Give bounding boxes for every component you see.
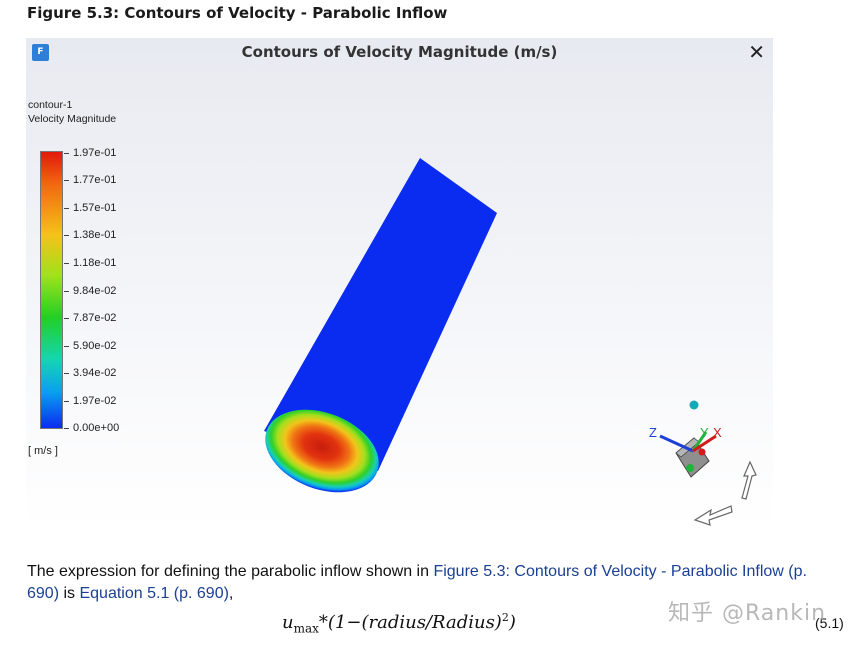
rotate-arrows-icon[interactable] [693, 460, 757, 526]
legend-tick-label: 1.18e-01 [73, 257, 117, 269]
triad-z-axis [659, 434, 694, 453]
triad-red-sphere-icon [698, 448, 706, 456]
colormap-bar [40, 151, 63, 429]
legend-tick-label: 7.87e-02 [73, 312, 117, 324]
eq-close: ) [508, 612, 516, 633]
legend-unit: [ m/s ] [28, 445, 58, 457]
legend-tick-label: 1.38e-01 [73, 229, 117, 241]
eq-sup: 2 [501, 611, 509, 624]
triad-y-label: Y [700, 425, 709, 440]
para-prefix: The expression for defining the paraboli… [27, 563, 434, 580]
para-mid: is [59, 585, 80, 602]
figure-title: Figure 5.3: Contours of Velocity - Parab… [27, 4, 448, 22]
triad-green-sphere-icon [686, 464, 694, 472]
figure-link[interactable]: Figure 5.3: Contours of Velocity - Parab… [27, 563, 807, 602]
eq-u: u [282, 612, 294, 633]
triad-z-label: Z [649, 425, 657, 440]
eq-body: *(1−(radius/Radius) [318, 612, 502, 633]
legend-tick-mark [64, 373, 69, 374]
inlet-face [265, 409, 379, 493]
legend-tick-mark [64, 346, 69, 347]
cylinder-body [264, 158, 497, 471]
close-button[interactable]: ✕ [748, 40, 765, 64]
rotate-arrow-left-icon [693, 505, 733, 526]
legend-tick-label: 9.84e-02 [73, 285, 117, 297]
legend-tick-mark [64, 235, 69, 236]
graphics-viewer[interactable]: F Contours of Velocity Magnitude (m/s) ✕… [26, 38, 773, 528]
axes-triad[interactable]: Z Y X [649, 400, 722, 478]
triad-x-axis [692, 434, 717, 453]
equation-link[interactable]: Equation 5.1 (p. 690) [79, 585, 229, 602]
para-suffix: , [228, 585, 234, 602]
legend-tick-label: 1.77e-01 [73, 174, 117, 186]
body-paragraph: The expression for defining the paraboli… [27, 561, 827, 605]
legend-tick-mark [64, 318, 69, 319]
legend-tick-mark [64, 263, 69, 264]
rotate-arrow-up-icon [741, 460, 757, 500]
legend-tick-mark [64, 153, 69, 154]
eq-sub: max [293, 621, 319, 636]
legend-contour-name: contour-1 [28, 99, 73, 111]
legend-tick-mark [64, 291, 69, 292]
equation-number: (5.1) [815, 615, 844, 631]
velocity-contour-scene[interactable]: Z Y X [26, 38, 773, 528]
watermark: 知乎 @Rankin [668, 601, 827, 626]
legend-tick-label: 5.90e-02 [73, 340, 117, 352]
fluent-app-icon: F [32, 44, 49, 61]
equation: umax*(1−(radius/Radius)2) [282, 611, 516, 636]
triad-x-label: X [713, 425, 722, 440]
legend-tick-label: 1.57e-01 [73, 202, 117, 214]
legend-tick-mark [64, 208, 69, 209]
legend-tick-mark [64, 401, 69, 402]
triad-top-sphere-icon [689, 400, 699, 410]
legend-tick-label: 1.97e-01 [73, 147, 117, 159]
legend-tick-mark [64, 428, 69, 429]
legend-tick-mark [64, 180, 69, 181]
legend-variable: Velocity Magnitude [28, 113, 117, 125]
legend-tick-label: 3.94e-02 [73, 367, 117, 379]
legend-tick-label: 0.00e+00 [73, 422, 120, 434]
viewer-title: Contours of Velocity Magnitude (m/s) [241, 43, 558, 61]
legend-tick-label: 1.97e-02 [73, 395, 117, 407]
